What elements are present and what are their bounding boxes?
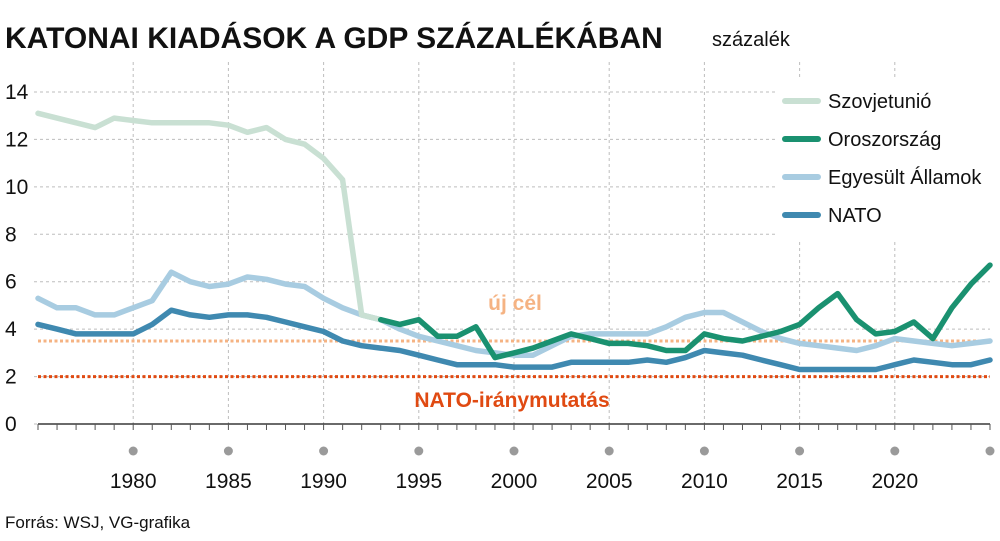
x-dot-marker [509, 446, 519, 456]
y-tick-label: 4 [5, 318, 17, 341]
x-tick-label: 1985 [205, 470, 252, 493]
y-tick-label: 6 [5, 271, 17, 294]
y-tick-label: 12 [5, 128, 28, 151]
reference-line-label: új cél [488, 292, 542, 315]
axes: 0 2 4 6 8 10 12 14 1980 1985 1990 1995 2000 2005 2010 2… [5, 81, 995, 493]
x-tick-label: 1980 [110, 470, 157, 493]
y-tick-label: 10 [5, 176, 28, 199]
y-tick-label: 2 [5, 366, 17, 389]
legend-label: Szovjetunió [828, 91, 931, 113]
legend-label: Oroszország [828, 129, 941, 151]
x-dot-marker [319, 446, 329, 456]
reference-line-label: NATO-iránymutatás [414, 389, 609, 412]
y-tick-label: 14 [5, 81, 29, 104]
x-dot-marker [604, 446, 614, 456]
x-tick-label: 1990 [300, 470, 347, 493]
chart-subtitle: százalék [712, 29, 791, 51]
x-dot-marker [414, 446, 424, 456]
x-dot-marker [699, 446, 709, 456]
series-lines [35, 110, 993, 373]
x-tick-label: 2000 [491, 470, 538, 493]
series-line [377, 262, 993, 361]
x-dot-marker [985, 446, 995, 456]
series-line [35, 307, 993, 373]
y-tick-label: 0 [5, 413, 17, 436]
series-line [35, 110, 384, 323]
reference-lines: új cél NATO-iránymutatás [38, 292, 990, 412]
legend: Szovjetunió Oroszország Egyesült Államok NA… [776, 80, 998, 240]
chart-title: KATONAI KIADÁSOK A GDP SZÁZALÉKÁBAN [5, 21, 663, 55]
x-dot-marker [128, 446, 138, 456]
x-tick-label: 2010 [681, 470, 728, 493]
x-tick-label: 2015 [776, 470, 823, 493]
grid [34, 62, 990, 425]
x-tick-label: 1995 [395, 470, 442, 493]
y-tick-label: 8 [5, 223, 17, 246]
source-note: Forrás: WSJ, VG-grafika [5, 513, 191, 532]
x-tick-label: 2020 [871, 470, 918, 493]
legend-label: Egyesült Államok [828, 166, 982, 189]
x-tick-label: 2005 [586, 470, 633, 493]
x-dot-marker [890, 446, 900, 456]
legend-label: NATO [828, 205, 882, 227]
x-dot-marker [795, 446, 805, 456]
x-dot-marker [223, 446, 233, 456]
